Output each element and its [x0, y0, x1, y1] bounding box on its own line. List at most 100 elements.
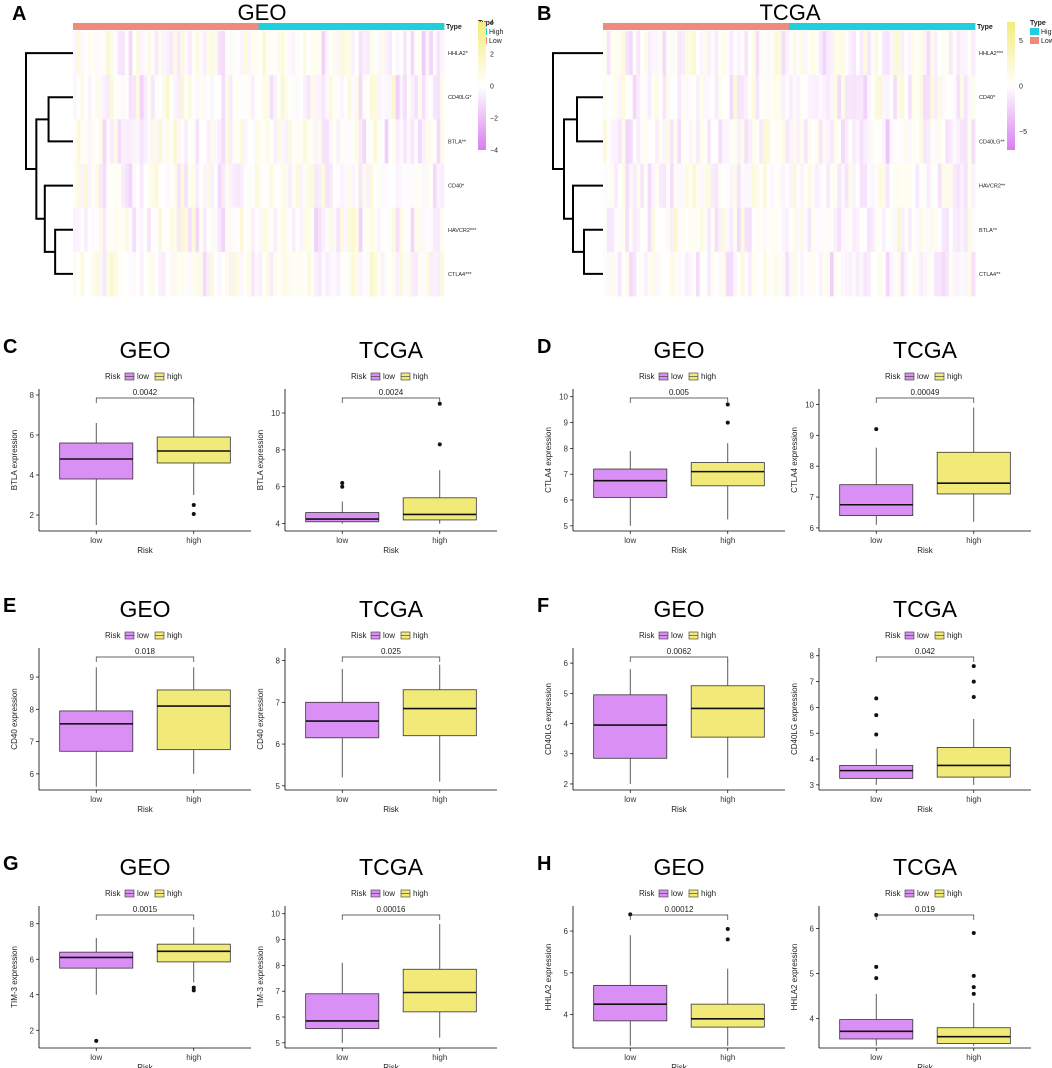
heatmap-cell — [707, 119, 712, 164]
heatmap-cell — [328, 31, 334, 76]
legend-label-high: high — [167, 631, 182, 640]
heatmap-cell — [343, 31, 348, 76]
heatmap-cell — [102, 119, 107, 164]
heatmap-cell — [354, 207, 360, 253]
heatmap-cell — [228, 31, 233, 76]
x-axis-title: Risk — [917, 546, 934, 555]
y-axis-title: CTLA4 expression — [544, 427, 553, 493]
y-tick-label: 6 — [564, 496, 569, 505]
panel-letter: B — [537, 3, 551, 25]
panel-letter: C — [3, 336, 17, 358]
annotation-cell — [314, 23, 319, 30]
heatmap-cell — [677, 163, 682, 209]
heatmap-cell — [436, 75, 441, 120]
annotation-cell — [621, 23, 626, 30]
heatmap-cell — [696, 119, 701, 164]
heatmap-cell — [98, 75, 104, 120]
legend-title: Risk — [639, 631, 656, 640]
heatmap-cell — [440, 251, 445, 297]
dendrogram-branch — [47, 96, 73, 143]
heatmap-cell — [102, 31, 107, 76]
heatmap-cell — [948, 251, 954, 297]
heatmap-cell — [232, 75, 237, 120]
heatmap-cell — [340, 207, 345, 253]
heatmap-cell — [818, 207, 823, 253]
heatmap-cell — [113, 251, 118, 297]
box-low — [593, 694, 668, 759]
heatmap-cell — [640, 207, 645, 253]
heatmap-cell — [681, 163, 686, 209]
heatmap-cell — [636, 251, 641, 297]
annotation-cell — [736, 23, 742, 30]
heatmap-cell — [87, 119, 92, 164]
scale-tick-label: −2 — [490, 116, 498, 123]
heatmap-cell — [128, 251, 133, 297]
heatmap-cell — [440, 207, 445, 253]
color-scale-bar — [1007, 22, 1015, 150]
heatmap-cell — [303, 31, 308, 76]
heatmap-cell — [655, 119, 660, 164]
heatmap-cell — [699, 119, 704, 164]
dendrogram-branch — [572, 184, 603, 253]
heatmap-cell — [829, 207, 835, 253]
heatmap-cell — [303, 207, 308, 253]
heatmap-cell — [169, 251, 174, 297]
heatmap-cell — [98, 163, 104, 209]
heatmap-cell — [621, 163, 626, 209]
heatmap-cell — [762, 31, 768, 76]
heatmap-cell — [154, 31, 159, 76]
y-tick-label: 6 — [564, 927, 569, 936]
heatmap-cell — [247, 119, 252, 164]
heatmap-cell — [425, 119, 430, 164]
type-label: Type — [977, 24, 993, 31]
legend-label-high: high — [947, 631, 962, 640]
heatmap-cell — [707, 251, 712, 297]
heatmap-cell — [762, 75, 768, 120]
heatmap-cell — [662, 207, 667, 253]
heatmap-cell — [878, 251, 883, 297]
heatmap-cell — [859, 207, 864, 253]
heatmap-cell — [210, 119, 215, 164]
gene-label: HHLA2*** — [979, 51, 1004, 57]
heatmap-cell — [632, 119, 637, 164]
p-value: 0.00012 — [665, 905, 694, 914]
heatmap-cell — [822, 207, 827, 253]
annotation-cell — [703, 23, 708, 30]
heatmap-cell — [967, 75, 972, 120]
heatmap-cell — [303, 119, 308, 164]
heatmap-cell — [863, 251, 868, 297]
heatmap-cell — [930, 163, 935, 209]
annotation-cell — [147, 23, 152, 30]
heatmap-cell — [759, 75, 764, 120]
heatmap-cell — [399, 31, 404, 76]
plot-title: GEO — [653, 854, 704, 880]
heatmap-cell — [303, 75, 308, 120]
heatmap-cell — [358, 31, 363, 76]
heatmap-cell — [188, 31, 193, 76]
heatmap-cell — [154, 119, 159, 164]
heatmap-cell — [136, 251, 141, 297]
heatmap-cell — [870, 251, 875, 297]
gene-label: CTLA4*** — [448, 272, 472, 278]
heatmap-cell — [833, 75, 838, 120]
annotation-cell — [655, 23, 660, 30]
annotation-cell — [818, 23, 823, 30]
heatmap-cell — [956, 207, 961, 253]
heatmap-cell — [136, 207, 141, 253]
heatmap-cell — [373, 207, 378, 253]
heatmap-cell — [614, 31, 619, 76]
heatmap-cell — [284, 207, 289, 253]
heatmap-cell — [366, 31, 371, 76]
heatmap-cell — [666, 119, 671, 164]
heatmap-cell — [919, 31, 924, 76]
y-axis-title: TIM-3 expression — [256, 946, 265, 1008]
heatmap-cell — [262, 75, 267, 120]
heatmap-cell — [945, 75, 950, 120]
heatmap-cell — [948, 163, 954, 209]
heatmap-cell — [76, 251, 81, 297]
heatmap-cell — [73, 163, 78, 209]
annotation-cell — [251, 23, 256, 30]
heatmap-cell — [755, 119, 760, 164]
heatmap-cell — [922, 119, 928, 164]
heatmap-cell — [262, 31, 267, 76]
